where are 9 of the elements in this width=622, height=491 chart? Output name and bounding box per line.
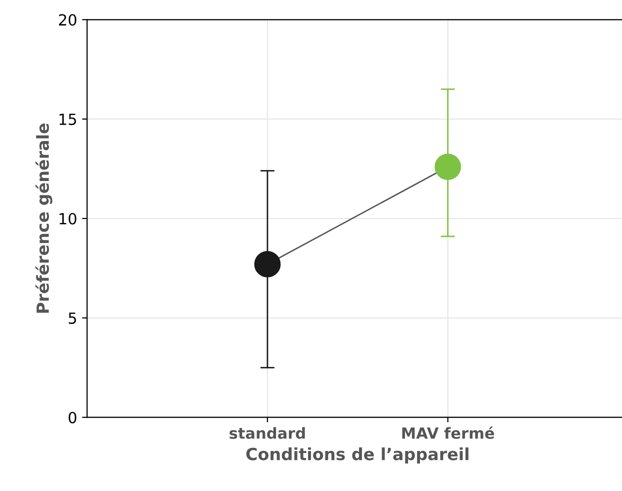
x-tick-label: standard [230,427,305,439]
y-tick-label: 5 [68,312,76,324]
y-tick-label: 0 [68,412,76,424]
y-tick-label: 15 [60,114,76,126]
x-tick-label: MAV fermé [402,426,494,439]
y-tick-label: 10 [60,212,76,225]
y-axis-title: Préférence générale [35,124,52,313]
x-axis-title: Conditions de l’appareil [246,447,468,464]
y-tick-label: 20 [59,14,76,26]
